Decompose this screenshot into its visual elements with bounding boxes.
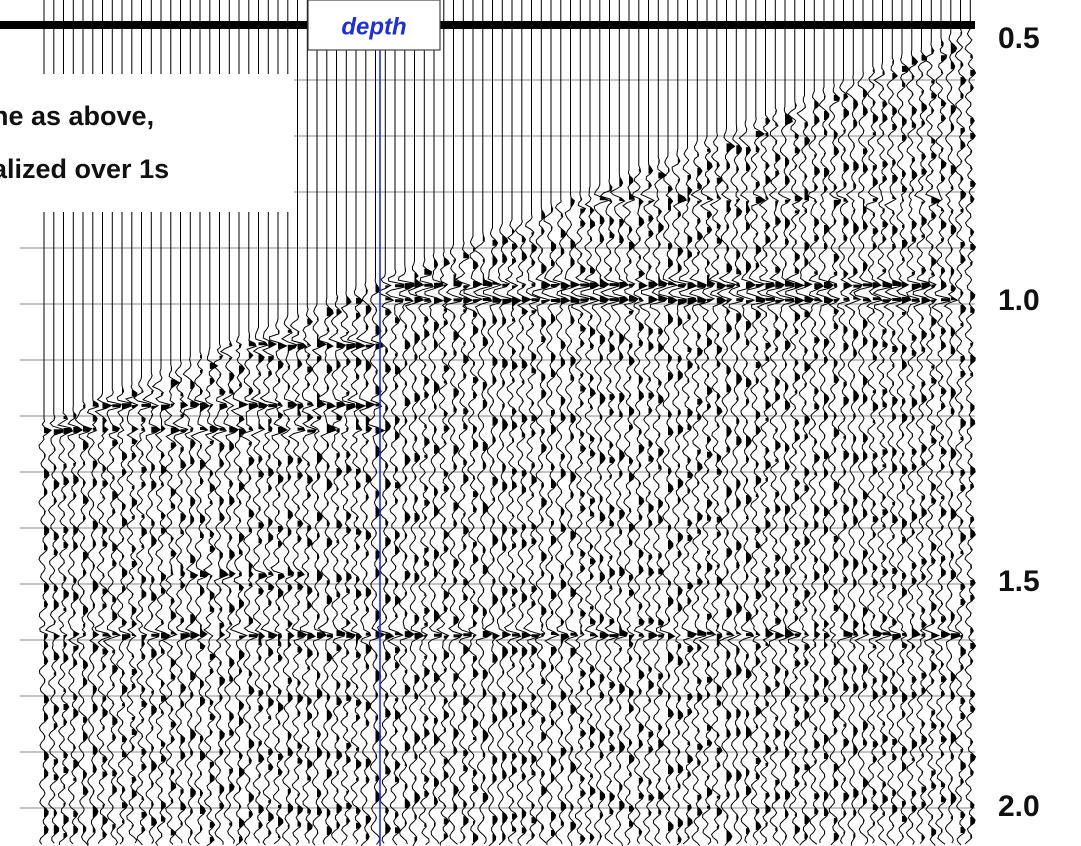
depth-label: depth — [341, 13, 406, 40]
page: depth ne as above, alized over 1s 0.5 1.0… — [0, 0, 1081, 846]
time-label: 1.0 — [998, 284, 1040, 317]
time-label: 1.5 — [998, 565, 1040, 598]
note-line: alized over 1s — [0, 154, 169, 184]
seismic-figure: depth ne as above, alized over 1s 0.5 1.0… — [0, 0, 1081, 846]
time-label: 0.5 — [998, 22, 1040, 55]
label-margin — [976, 0, 1081, 846]
note-box — [0, 74, 294, 212]
note-line: ne as above, — [0, 101, 154, 131]
time-label: 2.0 — [998, 790, 1040, 823]
